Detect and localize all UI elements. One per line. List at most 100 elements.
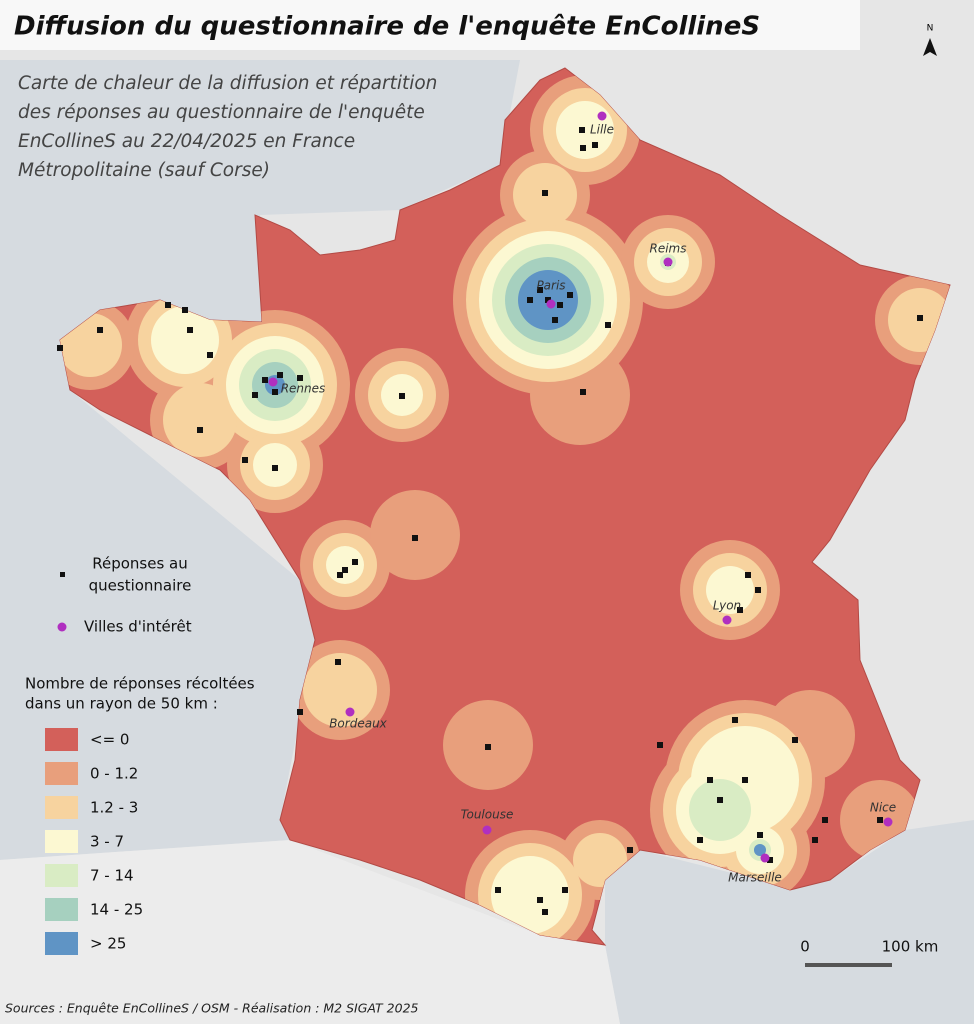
subtitle: EnCollineS au 22/04/2025 en France [18, 131, 355, 152]
response-point [57, 345, 63, 351]
subtitle: des réponses au questionnaire de l'enquê… [18, 102, 425, 123]
response-point [182, 307, 188, 313]
response-point [737, 607, 743, 613]
response-point [742, 777, 748, 783]
north-arrow [923, 38, 937, 56]
legend-swatch [45, 898, 78, 921]
response-point [657, 742, 663, 748]
response-point [732, 717, 738, 723]
legend-label: <= 0 [90, 731, 129, 749]
response-point [627, 847, 633, 853]
legend-label: 7 - 14 [90, 867, 134, 885]
city-label: Rennes [281, 382, 326, 396]
response-point [297, 709, 303, 715]
city-dot [482, 825, 492, 835]
response-point [717, 797, 723, 803]
response-point [812, 837, 818, 843]
scale-label: 100 km [882, 938, 939, 956]
city-label: Lyon [713, 599, 741, 613]
response-point [545, 297, 551, 303]
response-point [337, 572, 343, 578]
response-point [580, 145, 586, 151]
city-dot [722, 615, 732, 625]
response-point [579, 127, 585, 133]
legend-label: 14 - 25 [90, 901, 143, 919]
subtitle: Carte de chaleur de la diffusion et répa… [18, 73, 437, 94]
heat-ring [303, 653, 377, 727]
legend-title: Nombre de réponses récoltées [25, 675, 255, 693]
response-point [399, 393, 405, 399]
legend-title: dans un rayon de 50 km : [25, 695, 218, 713]
response-point [352, 559, 358, 565]
response-point [272, 465, 278, 471]
atlantic-sea [0, 60, 520, 860]
legend: Réponses au questionnaire Villes d'intérêt… [25, 555, 255, 955]
response-point [822, 817, 828, 823]
city-dot [268, 377, 278, 387]
heat-ring [163, 383, 237, 457]
legend-swatch [45, 796, 78, 819]
response-point [537, 287, 543, 293]
response-point [562, 887, 568, 893]
legend-swatch [45, 830, 78, 853]
heat-ring [689, 779, 751, 841]
city-dot [546, 299, 556, 309]
heat-ring [491, 856, 569, 934]
response-point [580, 389, 586, 395]
title: Diffusion du questionnaire de l'enquête … [14, 12, 760, 42]
city-label: Reims [650, 242, 687, 256]
city-dot [345, 707, 355, 717]
response-point [537, 897, 543, 903]
city-dot [663, 257, 673, 267]
response-point [792, 737, 798, 743]
response-point [917, 315, 923, 321]
city-label: Bordeaux [329, 717, 387, 731]
response-point [605, 322, 611, 328]
source: Sources : Enquête EnCollineS / OSM - Réa… [5, 1001, 419, 1016]
response-point [187, 327, 193, 333]
city-dot [883, 817, 893, 827]
response-point [745, 572, 751, 578]
response-point [412, 535, 418, 541]
legend-label: Réponses au [92, 555, 188, 573]
response-point [877, 817, 883, 823]
legend-swatch [45, 932, 78, 955]
response-point [552, 317, 558, 323]
legend-label: Villes d'intérêt [84, 618, 192, 636]
response-point [165, 302, 171, 308]
response-point [755, 587, 761, 593]
city-label: Toulouse [461, 808, 514, 822]
response-point [697, 837, 703, 843]
city-label: Paris [536, 279, 565, 293]
mediterranean-sea [605, 820, 974, 1024]
legend-city-symbol [57, 622, 67, 632]
response-point [272, 389, 278, 395]
city-dot [597, 111, 607, 121]
response-point [707, 777, 713, 783]
legend-swatch [45, 762, 78, 785]
subtitle: Métropolitaine (sauf Corse) [18, 160, 270, 181]
response-point [297, 375, 303, 381]
north-label: N [927, 24, 934, 34]
title-band [0, 0, 860, 50]
legend-label: > 25 [90, 935, 126, 953]
response-point [242, 457, 248, 463]
heat-ring [706, 566, 754, 614]
legend-label: 3 - 7 [90, 833, 124, 851]
response-point [335, 659, 341, 665]
response-point [262, 377, 268, 383]
response-point [557, 302, 563, 308]
city-label: Marseille [728, 871, 782, 885]
legend-point-symbol [60, 572, 65, 577]
legend-label: 1.2 - 3 [90, 799, 138, 817]
response-point [342, 567, 348, 573]
response-point [567, 292, 573, 298]
legend-swatch [45, 864, 78, 887]
response-point [495, 887, 501, 893]
response-point [485, 744, 491, 750]
response-point [757, 832, 763, 838]
response-point [542, 190, 548, 196]
response-point [252, 392, 258, 398]
city-dot [760, 853, 770, 863]
